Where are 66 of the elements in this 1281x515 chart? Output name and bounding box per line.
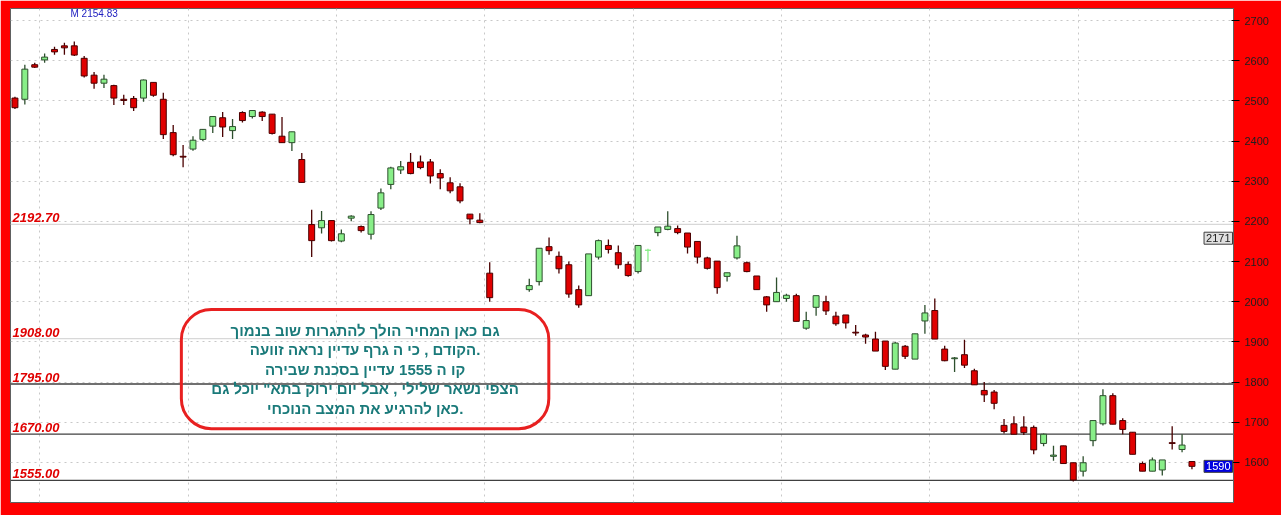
candlestick [219, 111, 227, 138]
candlestick [268, 113, 276, 136]
candlestick [555, 250, 563, 275]
candlestick [1010, 415, 1018, 435]
candlestick [436, 168, 444, 190]
candlestick [545, 236, 553, 256]
candlestick [1069, 462, 1077, 483]
ref-line-label: 1908.00 [12, 324, 61, 340]
candlestick [1030, 424, 1038, 455]
annotation: M 2154.83 [70, 7, 119, 19]
ref-line-label: 1555.00 [12, 466, 61, 482]
candlestick [377, 187, 385, 211]
candlestick [802, 311, 810, 331]
y-tick-label: 2400 [1244, 135, 1269, 148]
ref-line-label: 2192.70 [11, 210, 61, 226]
candlestick [684, 232, 691, 255]
y-tick-label: 1900 [1244, 335, 1269, 348]
candlestick [812, 295, 820, 317]
annotation: גם כאן המחיר הולך להתגרות שוב בנמוך הקודם , כי ה גרף עדיין נראה זוועה. קו ה 1555 עדיין בסכנת שבירה הצפי נשאר שלילי , אבל יום ירוק בתא" יוכל גם כאן להרגיע את המצב הנוכחי. [211, 321, 519, 417]
candlestick [1020, 415, 1028, 436]
candlestick [169, 124, 177, 157]
candlestick [693, 240, 701, 265]
candlestick [80, 55, 88, 79]
candlestick [921, 304, 929, 335]
candlestick [595, 238, 602, 261]
candlestick [1129, 431, 1137, 455]
ref-line-label: 1795.00 [12, 370, 61, 386]
candlestick [229, 118, 237, 140]
candlestick [990, 389, 998, 410]
candlestick [871, 331, 879, 352]
candlestick [318, 210, 326, 235]
y-tick-label: 2700 [1244, 14, 1269, 27]
candlestick [298, 152, 306, 184]
candlestick [367, 210, 375, 241]
candlestick [456, 182, 464, 204]
y-tick-label: 1600 [1244, 456, 1269, 469]
y-tick-label: 2100 [1244, 255, 1269, 268]
y-tick-label: 2000 [1244, 295, 1269, 308]
candlestick [426, 158, 434, 185]
candlestick [1079, 455, 1087, 478]
candlestick [980, 381, 988, 403]
candlestick [723, 272, 731, 283]
candlestick [308, 209, 316, 258]
text: 1590 [1206, 460, 1231, 473]
candlestick [733, 235, 741, 261]
candlestick [100, 74, 108, 89]
candlestick [822, 295, 830, 316]
y-tick-label: 1700 [1244, 416, 1269, 429]
y-tick-label: 2200 [1244, 215, 1269, 228]
candlestick [140, 78, 147, 103]
candlestick [773, 276, 781, 303]
candlestick [1168, 425, 1176, 451]
y-tick-label: 2500 [1244, 94, 1269, 107]
text: 2171 [1206, 232, 1231, 245]
candlestick [1089, 419, 1097, 447]
candlestick [1178, 433, 1186, 453]
y-tick-label: 2300 [1244, 175, 1269, 188]
y-tick-label: 1800 [1244, 376, 1269, 389]
candlestick [961, 339, 968, 369]
ref-line-label: 1670.00 [12, 420, 61, 436]
candlestick [614, 244, 622, 270]
candlestick [575, 284, 583, 309]
candlestick [179, 144, 187, 168]
candlestick [278, 116, 286, 144]
candlestick [288, 131, 296, 152]
y-tick-label: 2600 [1244, 54, 1269, 67]
